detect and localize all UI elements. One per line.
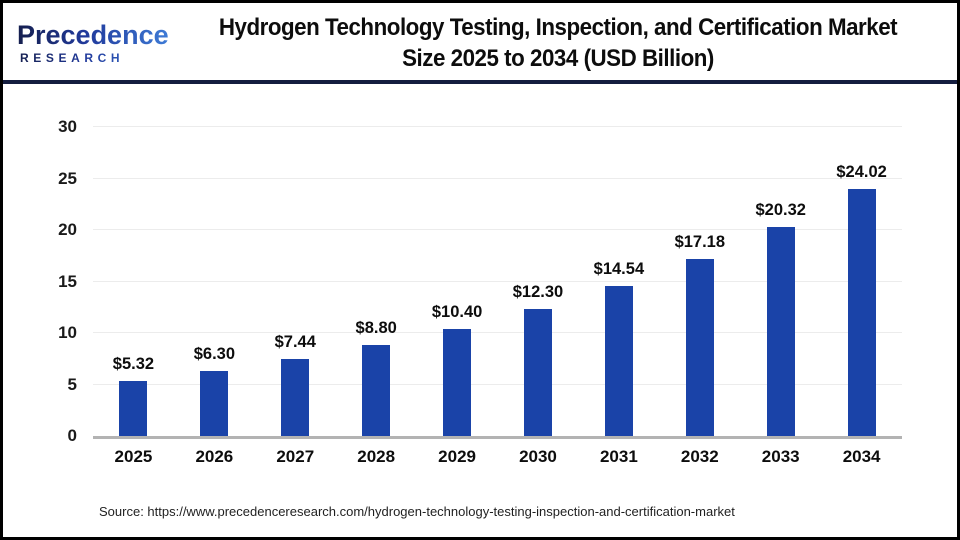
y-tick-label: 25 (58, 168, 77, 188)
bar-value-label: $7.44 (274, 333, 316, 352)
bar (847, 188, 876, 436)
bar (362, 345, 391, 436)
x-tick-label: 2025 (114, 447, 153, 466)
bar-slot: $7.44 2027 (255, 127, 336, 466)
title-line-2: Size 2025 to 2034 (USD Billion) (402, 44, 714, 72)
y-tick-label: 5 (67, 374, 77, 394)
bar-slot: $14.54 2031 (578, 127, 659, 466)
page-title: Hydrogen Technology Testing, Inspection,… (169, 12, 947, 74)
x-tick-label: 2032 (680, 447, 719, 466)
gridline (93, 229, 902, 230)
bar (281, 359, 310, 436)
x-tick-label: 2033 (761, 447, 800, 466)
header: Precedence RESEARCH Hydrogen Technology … (3, 3, 957, 84)
x-tick-label: 2034 (842, 447, 881, 466)
gridline (93, 332, 902, 333)
bar-value-label: $10.40 (431, 302, 483, 321)
bar-slot: $24.02 2034 (821, 127, 902, 466)
gridline (93, 177, 902, 179)
y-tick-label: 0 (67, 426, 77, 445)
gridline (93, 126, 902, 127)
bar-value-label: $14.54 (593, 260, 645, 279)
precedence-research-logo: Precedence RESEARCH (17, 19, 169, 64)
y-tick-label: 10 (58, 323, 77, 342)
bar-slot: $12.30 2030 (498, 127, 579, 466)
bar-slot: $20.32 2033 (740, 127, 821, 466)
bar-value-label: $24.02 (836, 162, 887, 181)
y-tick-label: 15 (58, 271, 77, 291)
source-note: Source: https://www.precedenceresearch.c… (99, 504, 735, 519)
bar-slot: $5.32 2025 (93, 127, 174, 466)
gridline (93, 383, 902, 385)
chart: 0 5 10 15 20 25 30 $5.32 2025 $6.30 2026 $7.44 2027 $… (3, 84, 957, 503)
bar (523, 309, 552, 436)
x-tick-label: 2029 (438, 447, 476, 466)
bar-slot: $17.18 2032 (659, 127, 740, 466)
bar-slot: $8.80 2028 (336, 127, 417, 466)
x-tick-label: 2026 (195, 447, 234, 466)
x-tick-label: 2028 (357, 447, 396, 466)
y-tick-label: 30 (58, 117, 77, 136)
plot-area: 0 5 10 15 20 25 30 $5.32 2025 $6.30 2026 $7.44 2027 $… (58, 117, 902, 466)
bar (119, 381, 148, 436)
bar-value-label: $20.32 (755, 200, 806, 219)
bar-value-label: $5.32 (112, 355, 155, 374)
bar-value-label: $6.30 (193, 345, 236, 364)
bar-value-label: $8.80 (355, 319, 397, 338)
x-tick-label: 2030 (519, 447, 557, 466)
bar (443, 328, 472, 436)
bar (604, 286, 633, 436)
logo-brand-text: Precedence (17, 19, 169, 50)
bar-value-label: $12.30 (512, 283, 564, 302)
gridline (93, 280, 902, 282)
footer: Source: https://www.precedenceresearch.c… (3, 503, 957, 537)
logo-sub-text: RESEARCH (17, 52, 169, 64)
bar (200, 371, 229, 436)
bar-slot: $10.40 2029 (417, 127, 498, 466)
bar (685, 259, 714, 436)
bar-slot: $6.30 2026 (174, 127, 255, 466)
bar-slots: $5.32 2025 $6.30 2026 $7.44 2027 $8.80 2028 $10.… (93, 127, 902, 466)
bar (766, 226, 795, 436)
bar-value-label: $17.18 (674, 233, 726, 252)
x-tick-label: 2031 (599, 447, 638, 466)
x-tick-label: 2027 (276, 447, 315, 466)
title-line-1: Hydrogen Technology Testing, Inspection,… (218, 13, 898, 41)
y-tick-label: 20 (58, 220, 77, 239)
